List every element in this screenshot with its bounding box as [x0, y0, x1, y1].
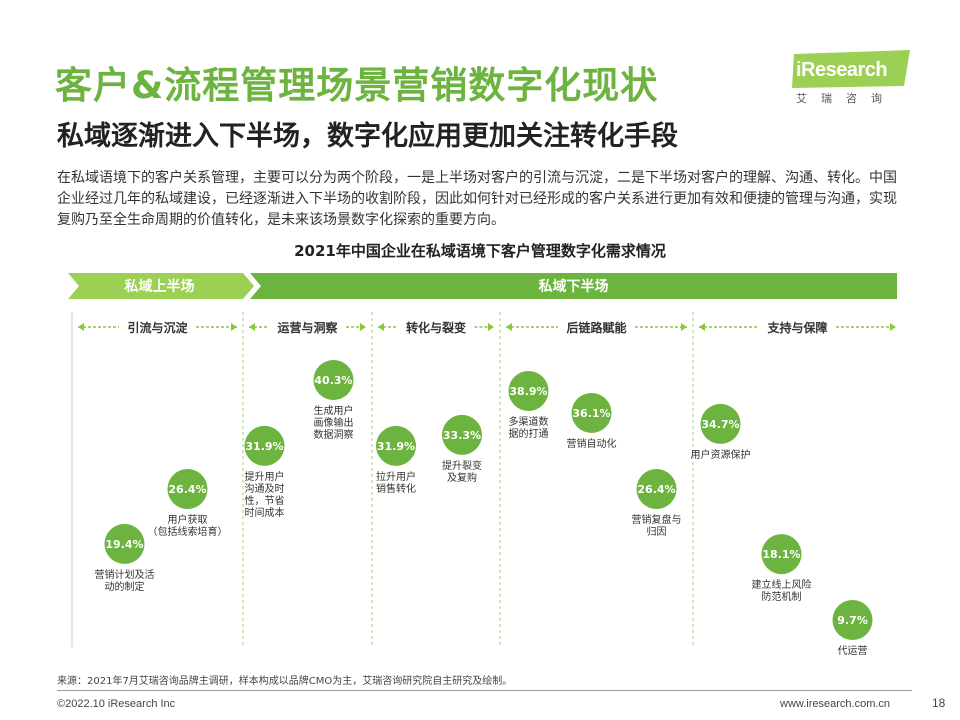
- bubble-category-label: 据的打通: [509, 427, 549, 440]
- bubble-value-label: 33.3%: [443, 429, 481, 442]
- arrow-left-icon: [506, 323, 512, 331]
- arrow-right-icon: [890, 323, 896, 331]
- arrow-right-icon: [360, 323, 366, 331]
- bubble-value-label: 31.9%: [245, 440, 283, 453]
- bubble-category-label: 防范机制: [762, 590, 802, 603]
- bubble-category-label: 数据洞察: [314, 428, 354, 441]
- logo-text: iResearch: [796, 59, 888, 81]
- bubble-value-label: 18.1%: [762, 548, 800, 561]
- bubble-category-label: （包括线索培育）: [148, 525, 228, 538]
- data-bubble: [442, 414, 482, 455]
- arrow-right-icon: [231, 323, 237, 331]
- data-bubble: [104, 523, 145, 564]
- data-bubble: [700, 403, 741, 444]
- arrow-right-icon: [488, 323, 494, 331]
- bubble-value-label: 34.7%: [701, 418, 739, 431]
- footer-divider: [57, 690, 912, 691]
- data-bubble: [761, 534, 802, 575]
- bubble-category-label: 性，节省: [245, 494, 285, 507]
- bubble-category-label: 动的制定: [105, 580, 145, 593]
- bubble-category-label: 销售转化: [376, 482, 416, 495]
- page-number: 18: [932, 696, 946, 710]
- source-note: 来源：2021年7月艾瑞咨询品牌主调研，样本构成以品牌CMO为主，艾瑞咨询研究院…: [57, 676, 513, 687]
- bubble-category-label: 用户资源保护: [691, 448, 751, 461]
- copyright: ©2022.10 iResearch Inc: [57, 698, 176, 710]
- phase-banner-1: [68, 273, 254, 299]
- bubble-category-label: 建立线上风险: [752, 578, 812, 591]
- bubble-category-label: 沟通及时: [245, 482, 285, 495]
- bubble-category-label: 多渠道数: [509, 415, 549, 428]
- data-bubble: [244, 425, 285, 466]
- bubble-category-label: 画像输出: [314, 416, 354, 429]
- phase-label: 私域上半场: [125, 278, 195, 295]
- logo-cn-text: 艾瑞咨询: [796, 92, 896, 105]
- stage-label: 运营与洞察: [277, 320, 338, 335]
- demand-chart: 私域上半场 私域下半场引流与沉淀 运营与洞察 转化与裂变 后链路赋能 支持与保障 19.4%…: [0, 262, 960, 662]
- data-bubble: [508, 370, 549, 411]
- data-bubble: [832, 600, 873, 640]
- data-bubble: [167, 469, 208, 510]
- bubble-value-label: 40.3%: [314, 374, 352, 387]
- bubble-category-label: 营销自动化: [567, 437, 617, 450]
- bubble-value-label: 31.9%: [377, 440, 415, 453]
- phase-banner-2: [250, 273, 897, 299]
- stage-label: 后链路赋能: [566, 320, 626, 335]
- stage-label: 引流与沉淀: [127, 320, 188, 335]
- arrow-left-icon: [699, 323, 705, 331]
- chart-title: 2021年中国企业在私域语境下客户管理数字化需求情况: [294, 242, 666, 260]
- phase-label: 私域下半场: [539, 278, 609, 295]
- arrow-left-icon: [78, 323, 84, 331]
- bubble-category-label: 提升裂变: [442, 459, 482, 472]
- bubble-category-label: 生成用户: [314, 404, 354, 417]
- bubble-category-label: 代运营: [838, 644, 868, 657]
- bubble-category-label: 归因: [647, 525, 667, 538]
- bubble-category-label: 提升用户: [245, 470, 285, 483]
- description-paragraph: 在私域语境下的客户关系管理，主要可以分为两个阶段，一是上半场对客户的引流与沉淀，…: [57, 170, 897, 228]
- bubble-value-label: 36.1%: [572, 407, 610, 420]
- page-subtitle: 私域逐渐进入下半场，数字化应用更加关注转化手段: [57, 121, 678, 152]
- arrow-left-icon: [378, 323, 384, 331]
- bubble-value-label: 19.4%: [105, 538, 143, 551]
- bubble-category-label: 时间成本: [245, 506, 285, 519]
- data-bubble: [571, 392, 612, 433]
- bubble-category-label: 用户获取: [168, 513, 208, 526]
- arrow-left-icon: [249, 323, 255, 331]
- bubble-category-label: 营销计划及活: [95, 568, 155, 581]
- bubble-value-label: 26.4%: [168, 483, 206, 496]
- bubble-category-label: 拉升用户: [376, 470, 416, 483]
- data-bubble: [313, 360, 354, 400]
- iresearch-logo: iResearch 艾瑞咨询: [792, 50, 914, 108]
- bubble-category-label: 营销复盘与: [632, 513, 682, 526]
- bubble-value-label: 9.7%: [837, 614, 868, 627]
- bubble-value-label: 38.9%: [509, 385, 547, 398]
- stage-label: 转化与裂变: [406, 320, 466, 335]
- arrow-right-icon: [681, 323, 687, 331]
- bubble-value-label: 26.4%: [637, 483, 675, 496]
- website-link[interactable]: www.iresearch.com.cn: [780, 698, 891, 710]
- stage-label: 支持与保障: [766, 320, 827, 335]
- logo-badge-icon: [792, 50, 910, 88]
- bubble-category-label: 及复购: [447, 471, 477, 484]
- data-bubble: [376, 425, 416, 466]
- data-bubble: [636, 469, 677, 510]
- page-title: 客户&流程管理场景营销数字化现状: [55, 64, 659, 107]
